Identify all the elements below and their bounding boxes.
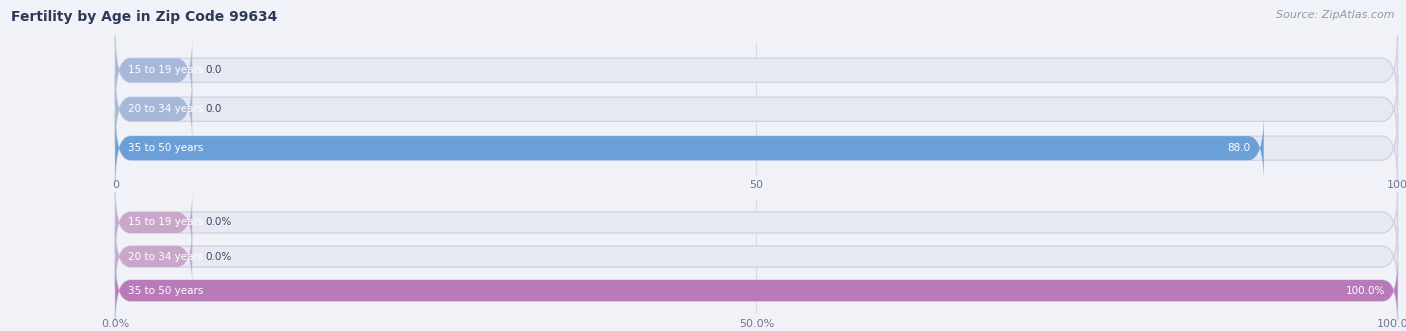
Text: 20 to 34 years: 20 to 34 years [128, 104, 204, 114]
Text: 0.0: 0.0 [205, 65, 221, 75]
Text: 15 to 19 years: 15 to 19 years [128, 65, 204, 75]
Text: Source: ZipAtlas.com: Source: ZipAtlas.com [1277, 10, 1395, 20]
Text: 0.0: 0.0 [205, 104, 221, 114]
FancyBboxPatch shape [115, 36, 1398, 105]
FancyBboxPatch shape [115, 192, 193, 253]
Text: 35 to 50 years: 35 to 50 years [128, 286, 204, 296]
FancyBboxPatch shape [115, 36, 193, 105]
FancyBboxPatch shape [115, 74, 1398, 144]
FancyBboxPatch shape [115, 114, 1264, 183]
FancyBboxPatch shape [115, 74, 193, 144]
Text: 0.0%: 0.0% [205, 217, 232, 227]
FancyBboxPatch shape [115, 260, 1398, 321]
Text: 15 to 19 years: 15 to 19 years [128, 217, 204, 227]
Text: Fertility by Age in Zip Code 99634: Fertility by Age in Zip Code 99634 [11, 10, 277, 24]
Text: 20 to 34 years: 20 to 34 years [128, 252, 204, 261]
FancyBboxPatch shape [115, 226, 193, 287]
Text: 0.0%: 0.0% [205, 252, 232, 261]
Text: 88.0: 88.0 [1227, 143, 1251, 153]
FancyBboxPatch shape [115, 192, 1398, 253]
FancyBboxPatch shape [115, 226, 1398, 287]
Text: 35 to 50 years: 35 to 50 years [128, 143, 204, 153]
FancyBboxPatch shape [115, 260, 1398, 321]
Text: 100.0%: 100.0% [1346, 286, 1385, 296]
FancyBboxPatch shape [115, 114, 1398, 183]
